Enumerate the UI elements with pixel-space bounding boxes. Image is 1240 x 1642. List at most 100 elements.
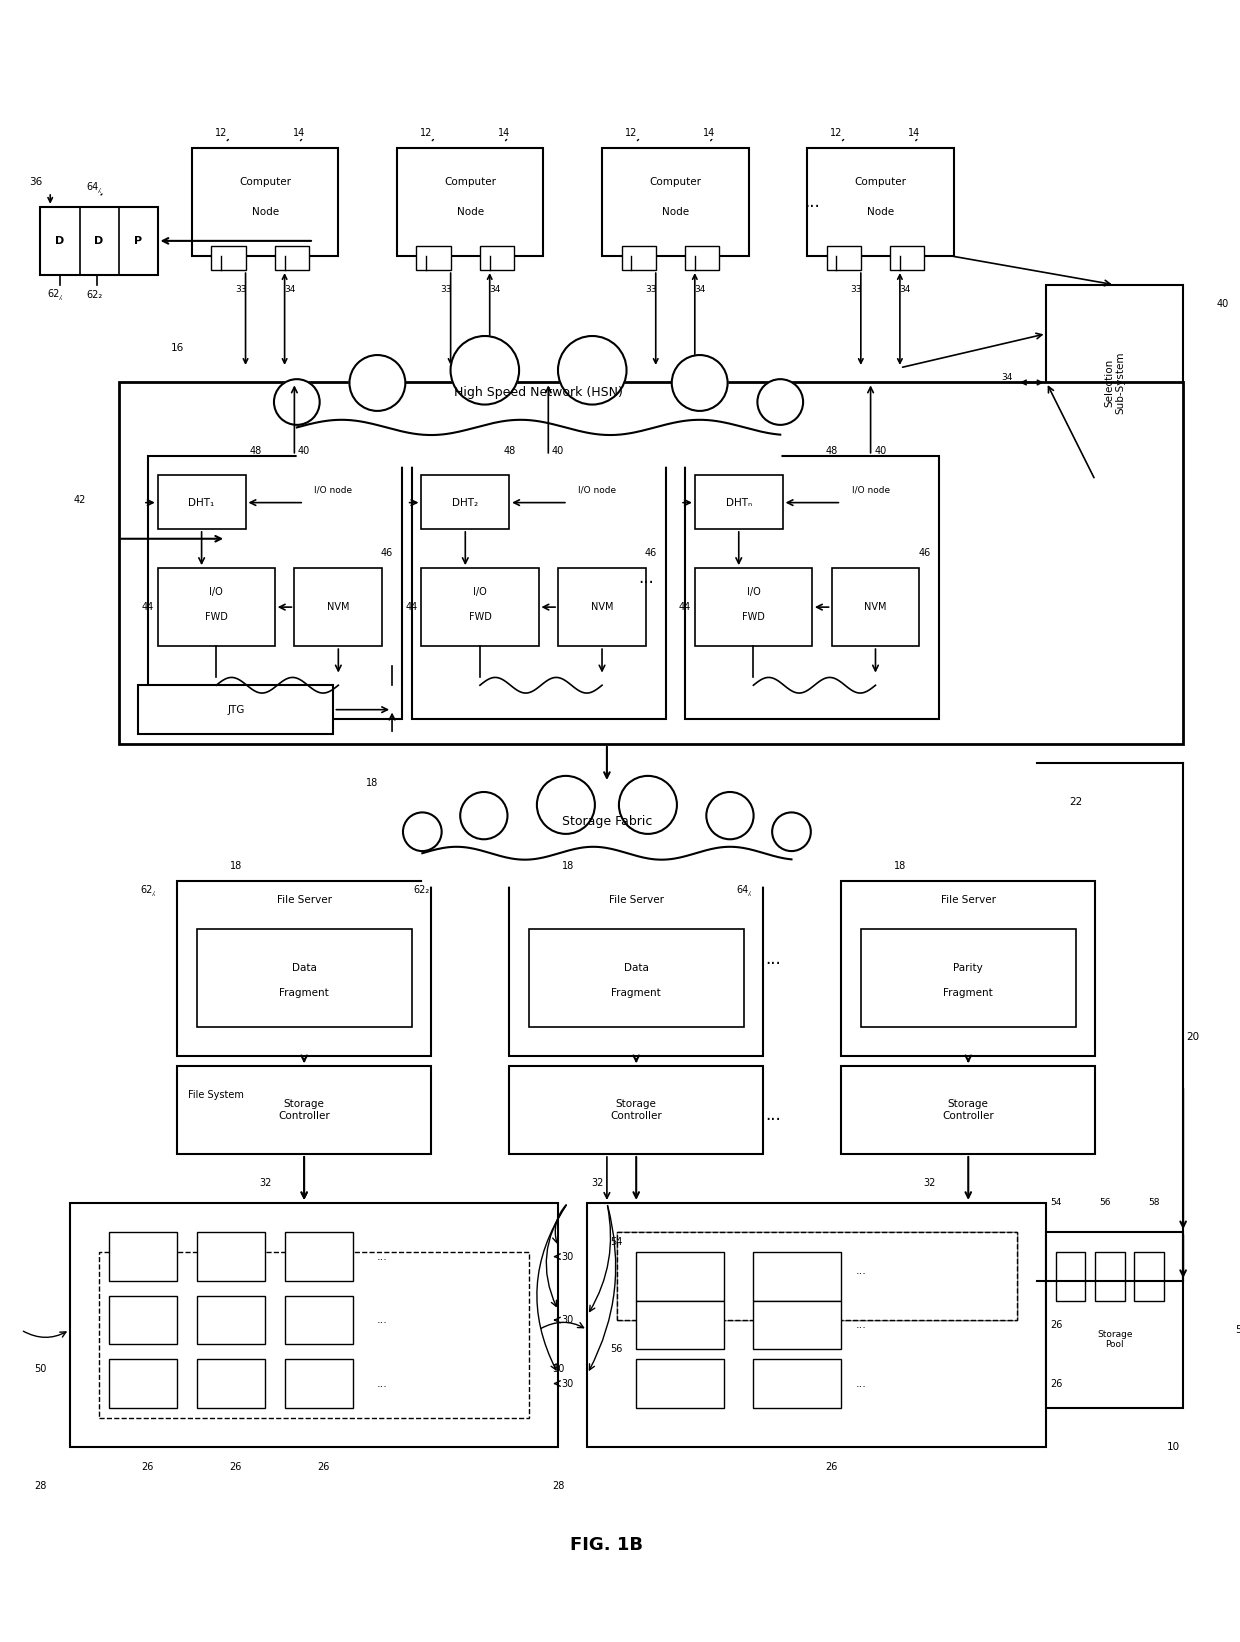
Text: 64⁁: 64⁁ xyxy=(737,885,751,897)
FancyBboxPatch shape xyxy=(119,383,1183,744)
Text: 18: 18 xyxy=(229,860,242,870)
Text: 34: 34 xyxy=(899,286,910,294)
Text: FIG. 1B: FIG. 1B xyxy=(570,1535,644,1553)
Text: Storage
Controller: Storage Controller xyxy=(610,1098,662,1121)
FancyBboxPatch shape xyxy=(197,1360,265,1407)
FancyBboxPatch shape xyxy=(510,1066,763,1154)
Circle shape xyxy=(707,791,754,839)
Text: 62₂: 62₂ xyxy=(86,289,102,299)
Text: 26: 26 xyxy=(229,1461,242,1471)
Text: 50: 50 xyxy=(35,1365,47,1374)
FancyBboxPatch shape xyxy=(69,1204,558,1447)
Text: 58: 58 xyxy=(1148,1199,1159,1207)
Text: 48: 48 xyxy=(503,447,516,456)
Text: NVM: NVM xyxy=(864,603,887,612)
Text: ...: ... xyxy=(765,1107,781,1125)
FancyBboxPatch shape xyxy=(1135,1251,1163,1300)
Text: 18: 18 xyxy=(894,860,906,870)
Text: 18: 18 xyxy=(562,860,574,870)
Text: 30: 30 xyxy=(562,1315,574,1325)
Circle shape xyxy=(773,813,811,851)
Text: 54: 54 xyxy=(610,1236,622,1246)
FancyBboxPatch shape xyxy=(528,929,744,1028)
Text: DHTₙ: DHTₙ xyxy=(725,498,751,507)
FancyBboxPatch shape xyxy=(109,1232,177,1281)
FancyBboxPatch shape xyxy=(694,568,812,647)
Circle shape xyxy=(274,379,320,425)
FancyBboxPatch shape xyxy=(177,880,432,1056)
Text: ...: ... xyxy=(639,568,653,586)
FancyBboxPatch shape xyxy=(192,148,339,256)
Text: 44: 44 xyxy=(141,603,154,612)
Text: FWD: FWD xyxy=(742,612,765,622)
FancyBboxPatch shape xyxy=(197,929,412,1028)
Text: 44: 44 xyxy=(405,603,418,612)
Text: Computer: Computer xyxy=(650,177,702,187)
Text: Computer: Computer xyxy=(854,177,906,187)
Text: 46: 46 xyxy=(918,548,930,558)
Text: 62⁁: 62⁁ xyxy=(140,885,155,897)
Text: 50: 50 xyxy=(552,1365,564,1374)
Text: I/O node: I/O node xyxy=(315,486,352,494)
Text: 32: 32 xyxy=(591,1179,604,1189)
FancyBboxPatch shape xyxy=(177,1066,432,1154)
Text: D: D xyxy=(94,236,104,246)
Text: 33: 33 xyxy=(440,286,451,294)
FancyBboxPatch shape xyxy=(157,475,246,529)
Text: Selection
Sub-System: Selection Sub-System xyxy=(1104,351,1126,414)
FancyBboxPatch shape xyxy=(636,1251,724,1300)
Text: 30: 30 xyxy=(562,1379,574,1389)
FancyBboxPatch shape xyxy=(636,1300,724,1350)
Text: DHT₂: DHT₂ xyxy=(453,498,479,507)
Text: I/O node: I/O node xyxy=(578,486,616,494)
FancyBboxPatch shape xyxy=(422,568,538,647)
FancyBboxPatch shape xyxy=(754,1300,841,1350)
Text: 26: 26 xyxy=(826,1461,838,1471)
Text: 12: 12 xyxy=(831,128,843,138)
Text: Data: Data xyxy=(291,964,316,974)
Text: 34: 34 xyxy=(694,286,706,294)
FancyBboxPatch shape xyxy=(841,880,1095,1056)
FancyBboxPatch shape xyxy=(827,246,861,271)
Text: 33: 33 xyxy=(645,286,657,294)
Circle shape xyxy=(537,777,595,834)
Text: FWD: FWD xyxy=(205,612,228,622)
FancyBboxPatch shape xyxy=(684,456,939,719)
Text: 64⁁: 64⁁ xyxy=(87,182,102,192)
Circle shape xyxy=(558,337,626,404)
Text: 50: 50 xyxy=(1235,1325,1240,1335)
FancyBboxPatch shape xyxy=(1047,284,1183,479)
Text: ...: ... xyxy=(377,1379,388,1389)
FancyBboxPatch shape xyxy=(754,1360,841,1407)
FancyBboxPatch shape xyxy=(275,246,309,271)
Text: 26: 26 xyxy=(317,1461,330,1471)
Text: 22: 22 xyxy=(1069,798,1083,808)
Circle shape xyxy=(403,813,441,851)
FancyBboxPatch shape xyxy=(148,456,402,719)
Text: P: P xyxy=(134,236,143,246)
Text: 14: 14 xyxy=(703,128,715,138)
Text: Storage Fabric: Storage Fabric xyxy=(562,816,652,829)
Text: Computer: Computer xyxy=(239,177,291,187)
Text: 56: 56 xyxy=(1099,1199,1111,1207)
Text: 62₂: 62₂ xyxy=(413,885,429,895)
Circle shape xyxy=(672,355,728,410)
FancyBboxPatch shape xyxy=(621,246,656,271)
FancyBboxPatch shape xyxy=(285,1296,353,1345)
FancyBboxPatch shape xyxy=(109,1296,177,1345)
FancyBboxPatch shape xyxy=(211,246,246,271)
Text: 16: 16 xyxy=(171,343,184,353)
Text: 14: 14 xyxy=(293,128,305,138)
Text: FWD: FWD xyxy=(469,612,491,622)
Text: 36: 36 xyxy=(29,177,42,187)
FancyBboxPatch shape xyxy=(1047,1232,1183,1407)
Text: 26: 26 xyxy=(1050,1379,1063,1389)
FancyBboxPatch shape xyxy=(422,475,510,529)
Text: Fragment: Fragment xyxy=(279,988,329,998)
FancyBboxPatch shape xyxy=(109,1360,177,1407)
FancyBboxPatch shape xyxy=(157,568,275,647)
Circle shape xyxy=(350,355,405,410)
Text: 12: 12 xyxy=(420,128,433,138)
FancyBboxPatch shape xyxy=(694,475,782,529)
Text: 12: 12 xyxy=(625,128,637,138)
